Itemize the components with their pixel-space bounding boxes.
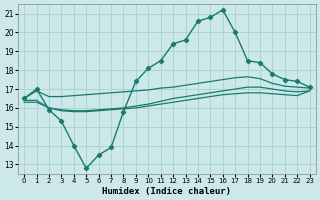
X-axis label: Humidex (Indice chaleur): Humidex (Indice chaleur) (102, 187, 231, 196)
